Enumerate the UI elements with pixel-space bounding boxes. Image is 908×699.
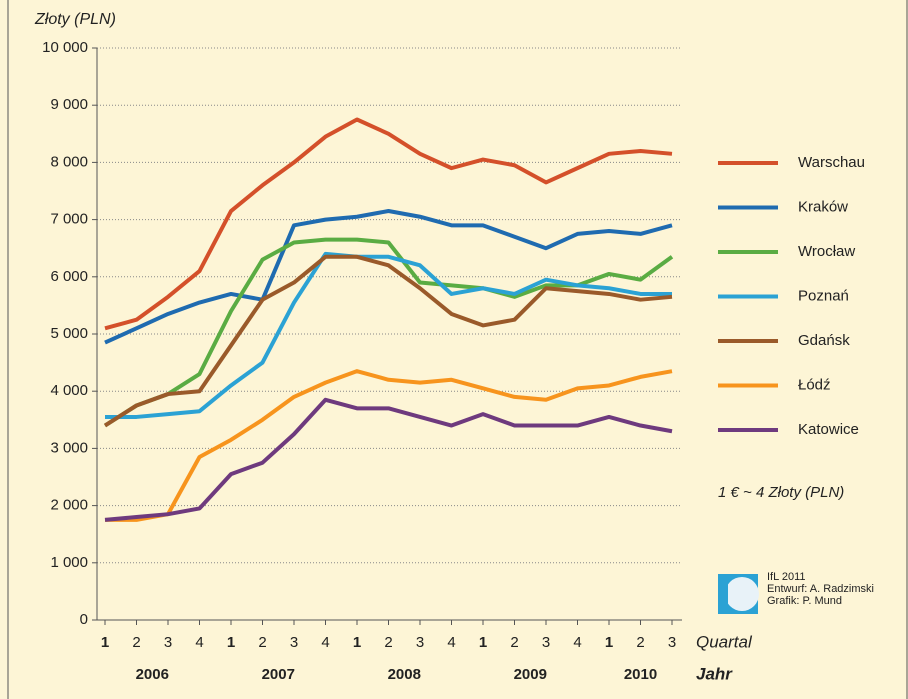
year-label: 2007 bbox=[262, 666, 295, 683]
x-tick-label: 3 bbox=[164, 634, 172, 651]
credit: Grafik: P. Mund bbox=[767, 595, 842, 607]
legend-label: Gdańsk bbox=[798, 332, 850, 349]
credit: IfL 2011 bbox=[767, 571, 806, 583]
y-tick-label: 1 000 bbox=[50, 554, 88, 571]
x-tick-label: 4 bbox=[321, 634, 329, 651]
y-tick-label: 2 000 bbox=[50, 497, 88, 514]
y-tick-label: 3 000 bbox=[50, 439, 88, 456]
y-tick-label: 9 000 bbox=[50, 96, 88, 113]
x-tick-label: 2 bbox=[258, 634, 266, 651]
y-tick-label: 10 000 bbox=[42, 39, 88, 56]
legend-label: Poznań bbox=[798, 287, 849, 304]
x-tick-label: 3 bbox=[542, 634, 550, 651]
x-tick-label: 1 bbox=[353, 634, 361, 651]
x-tick-label: 1 bbox=[227, 634, 235, 651]
legend-label: Warschau bbox=[798, 154, 865, 171]
year-label: 2006 bbox=[136, 666, 169, 683]
y-tick-label: 7 000 bbox=[50, 211, 88, 228]
x-tick-label: 1 bbox=[101, 634, 109, 651]
series-line bbox=[105, 251, 672, 419]
y-tick-label: 5 000 bbox=[50, 325, 88, 342]
y-tick-label: 6 000 bbox=[50, 268, 88, 285]
x-tick-label: 1 bbox=[479, 634, 487, 651]
y-axis-title: Złoty (PLN) bbox=[34, 11, 116, 28]
x-tick-label: 3 bbox=[668, 634, 676, 651]
series-line bbox=[103, 254, 673, 428]
x-tick-label: 4 bbox=[447, 634, 455, 651]
series-line bbox=[105, 369, 673, 522]
legend-label: Łódź bbox=[798, 376, 831, 393]
x-tick-label: 2 bbox=[510, 634, 518, 651]
y-tick-label: 0 bbox=[80, 611, 88, 628]
x-tick-label: 4 bbox=[573, 634, 581, 651]
y-tick-label: 4 000 bbox=[50, 382, 88, 399]
series-line bbox=[104, 117, 673, 331]
x-tick-label: 3 bbox=[290, 634, 298, 651]
year-label: 2010 bbox=[624, 666, 657, 683]
credit: Entwurf: A. Radzimski bbox=[767, 583, 874, 595]
x-tick-label: 2 bbox=[384, 634, 392, 651]
year-axis-title: Jahr bbox=[696, 664, 733, 683]
x-tick-label: 4 bbox=[195, 634, 203, 651]
x-tick-label: 2 bbox=[132, 634, 140, 651]
x-axis-title: Quartal bbox=[696, 632, 753, 651]
x-tick-label: 3 bbox=[416, 634, 424, 651]
x-tick-label: 1 bbox=[605, 634, 613, 651]
logo bbox=[718, 574, 759, 614]
legend-label: Wrocław bbox=[798, 243, 855, 260]
series-line bbox=[104, 397, 673, 522]
legend-label: Kraków bbox=[798, 198, 848, 215]
note: 1 € ~ 4 Złoty (PLN) bbox=[718, 484, 844, 501]
year-label: 2008 bbox=[388, 666, 421, 683]
legend-label: Katowice bbox=[798, 421, 859, 438]
year-label: 2009 bbox=[514, 666, 547, 683]
series-line bbox=[104, 209, 673, 345]
x-tick-label: 2 bbox=[636, 634, 644, 651]
y-tick-label: 8 000 bbox=[50, 153, 88, 170]
